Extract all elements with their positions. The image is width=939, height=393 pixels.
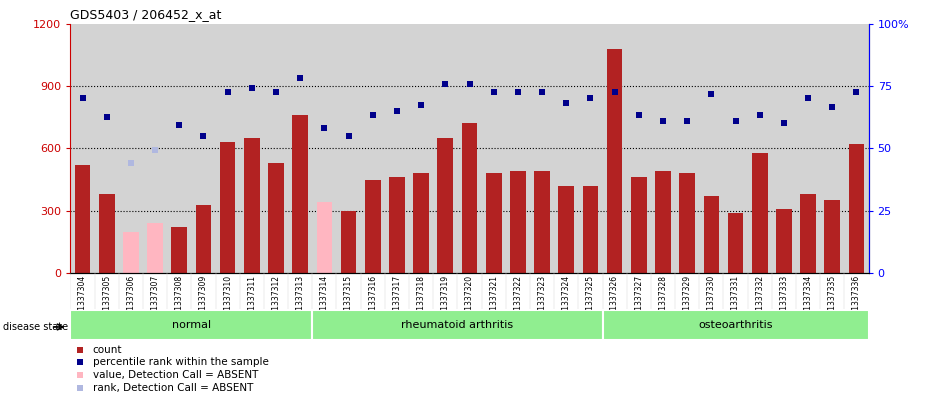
Text: GSM1337319: GSM1337319 <box>440 275 450 326</box>
Bar <box>75 165 90 273</box>
Bar <box>607 48 623 273</box>
Text: GDS5403 / 206452_x_at: GDS5403 / 206452_x_at <box>70 8 222 21</box>
Bar <box>485 173 501 273</box>
Text: GSM1337307: GSM1337307 <box>150 275 160 326</box>
Bar <box>389 178 405 273</box>
Bar <box>316 202 332 273</box>
Bar <box>70 310 313 340</box>
Text: GSM1337329: GSM1337329 <box>683 275 692 326</box>
Text: GSM1337326: GSM1337326 <box>610 275 619 326</box>
Bar <box>800 194 816 273</box>
Text: GSM1337333: GSM1337333 <box>779 275 789 326</box>
Bar <box>269 163 284 273</box>
Text: GSM1337314: GSM1337314 <box>320 275 329 326</box>
Bar <box>752 152 767 273</box>
Bar <box>582 186 598 273</box>
Text: GSM1337309: GSM1337309 <box>199 275 208 326</box>
Text: GSM1337305: GSM1337305 <box>102 275 111 326</box>
Bar <box>559 186 574 273</box>
Text: normal: normal <box>172 320 211 330</box>
Text: GSM1337315: GSM1337315 <box>344 275 353 326</box>
Text: GSM1337325: GSM1337325 <box>586 275 595 326</box>
Bar <box>776 209 792 273</box>
Bar <box>413 173 429 273</box>
Text: GSM1337336: GSM1337336 <box>852 275 861 326</box>
Text: value, Detection Call = ABSENT: value, Detection Call = ABSENT <box>93 370 258 380</box>
Bar <box>462 123 477 273</box>
Text: GSM1337304: GSM1337304 <box>78 275 87 326</box>
Text: GSM1337317: GSM1337317 <box>393 275 402 326</box>
Text: rheumatoid arthritis: rheumatoid arthritis <box>401 320 514 330</box>
Bar <box>631 178 647 273</box>
Text: GSM1337322: GSM1337322 <box>514 275 522 326</box>
Bar <box>195 204 211 273</box>
Bar <box>172 228 187 273</box>
Text: GSM1337323: GSM1337323 <box>537 275 546 326</box>
Text: disease state: disease state <box>3 322 68 332</box>
Text: GSM1337308: GSM1337308 <box>175 275 184 326</box>
Bar <box>679 173 695 273</box>
Text: GSM1337320: GSM1337320 <box>465 275 474 326</box>
Text: GSM1337306: GSM1337306 <box>127 275 135 326</box>
Bar <box>365 180 380 273</box>
Text: count: count <box>93 345 122 354</box>
Text: GSM1337331: GSM1337331 <box>731 275 740 326</box>
Bar <box>313 310 603 340</box>
Text: GSM1337328: GSM1337328 <box>658 275 668 326</box>
Bar <box>438 138 454 273</box>
Bar <box>341 211 357 273</box>
Text: GSM1337321: GSM1337321 <box>489 275 499 326</box>
Text: GSM1337313: GSM1337313 <box>296 275 304 326</box>
Bar <box>244 138 260 273</box>
Bar <box>292 115 308 273</box>
Text: GSM1337324: GSM1337324 <box>562 275 571 326</box>
Bar <box>510 171 526 273</box>
Text: rank, Detection Call = ABSENT: rank, Detection Call = ABSENT <box>93 383 254 393</box>
Bar <box>655 171 670 273</box>
Bar <box>728 213 744 273</box>
Bar <box>603 310 869 340</box>
Text: GSM1337311: GSM1337311 <box>247 275 256 326</box>
Text: GSM1337334: GSM1337334 <box>804 275 812 326</box>
Bar <box>534 171 550 273</box>
Text: GSM1337316: GSM1337316 <box>368 275 377 326</box>
Text: GSM1337318: GSM1337318 <box>417 275 425 326</box>
Bar <box>824 200 840 273</box>
Text: GSM1337332: GSM1337332 <box>755 275 764 326</box>
Bar <box>220 142 236 273</box>
Text: GSM1337330: GSM1337330 <box>707 275 716 326</box>
Text: GSM1337335: GSM1337335 <box>828 275 837 326</box>
Bar <box>849 144 864 273</box>
Text: GSM1337310: GSM1337310 <box>223 275 232 326</box>
Bar <box>123 231 139 273</box>
Bar <box>99 194 115 273</box>
Bar <box>703 196 719 273</box>
Text: GSM1337312: GSM1337312 <box>271 275 281 326</box>
Text: GSM1337327: GSM1337327 <box>635 275 643 326</box>
Text: osteoarthritis: osteoarthritis <box>699 320 773 330</box>
Bar <box>147 223 163 273</box>
Text: percentile rank within the sample: percentile rank within the sample <box>93 357 269 367</box>
